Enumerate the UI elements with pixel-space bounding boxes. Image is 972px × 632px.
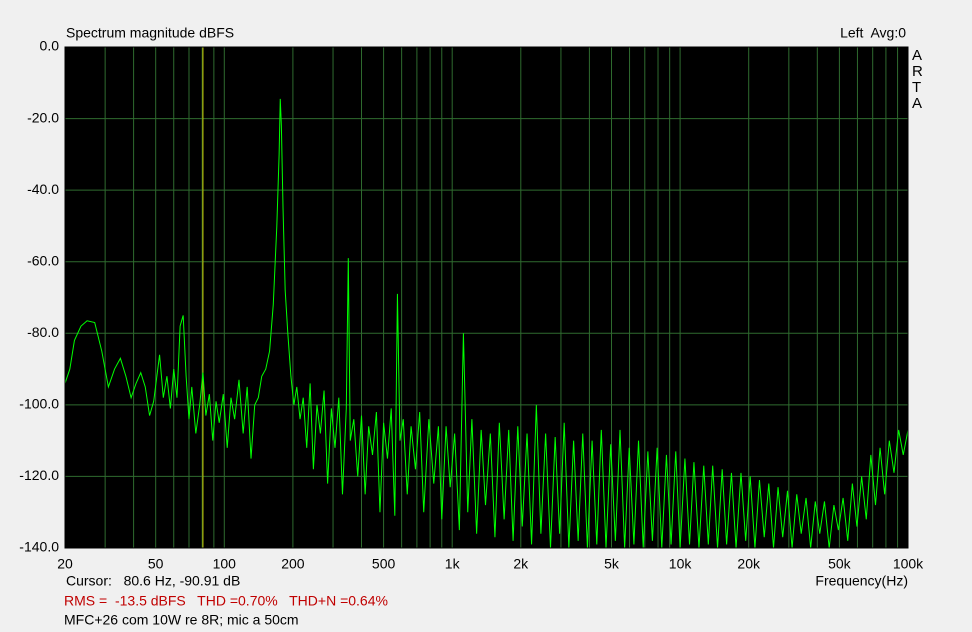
x-tick-label: 50k <box>828 556 852 572</box>
x-tick-label: 200 <box>281 556 305 572</box>
cursor-readout: Cursor: 80.6 Hz, -90.91 dB <box>66 573 240 589</box>
x-tick-label: 2k <box>513 556 529 572</box>
x-tick-label: 1k <box>445 556 461 572</box>
stats: RMS = -13.5 dBFS THD =0.70% THD+N =0.64% <box>64 593 388 609</box>
x-tick-label: 20 <box>57 556 73 572</box>
y-tick-label: -60.0 <box>27 252 59 268</box>
y-tick-label: -120.0 <box>19 467 59 483</box>
plot-area <box>65 47 908 548</box>
note: MFC+26 com 10W re 8R; mic a 50cm <box>64 612 299 628</box>
x-axis-label: Frequency(Hz) <box>815 573 908 589</box>
x-tick-label: 100k <box>893 556 924 572</box>
x-tick-label: 500 <box>372 556 396 572</box>
y-tick-label: -20.0 <box>27 109 59 125</box>
y-tick-label: -80.0 <box>27 324 59 340</box>
channel-label: Left Avg:0 <box>840 25 906 41</box>
plot-border <box>64 46 909 549</box>
x-tick-label: 5k <box>604 556 620 572</box>
x-tick-label: 50 <box>148 556 164 572</box>
x-tick-label: 20k <box>737 556 761 572</box>
y-tick-label: -100.0 <box>19 396 59 412</box>
brand: ARTA <box>912 47 923 112</box>
y-tick-label: -40.0 <box>27 181 59 197</box>
chart-title: Spectrum magnitude dBFS <box>66 25 234 41</box>
spectrum-line <box>64 98 909 549</box>
x-tick-label: 100 <box>213 556 237 572</box>
y-tick-label: -140.0 <box>19 539 59 555</box>
x-tick-label: 10k <box>669 556 693 572</box>
y-tick-label: 0.0 <box>40 38 60 54</box>
